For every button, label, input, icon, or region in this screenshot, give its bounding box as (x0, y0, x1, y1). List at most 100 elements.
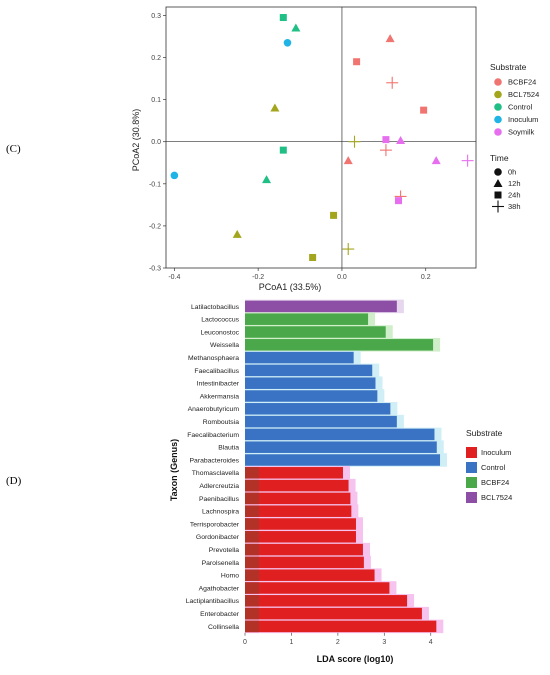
lda-x-tick-label: 1 (289, 639, 293, 646)
lda-bar-inner-band (245, 492, 259, 505)
lda-bar (245, 300, 397, 313)
lda-bar (245, 441, 437, 453)
pcoa-point (309, 253, 317, 261)
pcoa-point (170, 171, 179, 180)
pcoa-point (291, 23, 301, 32)
lda-category-label: Homo (221, 573, 239, 580)
pcoa-point (396, 135, 406, 144)
pcoa-point (386, 76, 399, 89)
lda-category-labels: Latilactobacillus Lactococcus Leuconostoc W… (186, 304, 240, 631)
pcoa-y-axis-title: PCoA2 (30.8%) (131, 109, 141, 172)
lda-bar (245, 415, 397, 428)
lda-bar (245, 518, 356, 530)
pcoa-legend-shape (494, 191, 502, 199)
lda-category-label: Faecalibacillus (194, 368, 239, 375)
pcoa-point (232, 229, 242, 238)
lda-bar (245, 351, 354, 364)
pcoa-point (283, 38, 292, 47)
lda-bar (245, 620, 437, 633)
lda-bar-inner-band (245, 556, 259, 569)
pcoa-point-layer (170, 14, 474, 261)
lda-category-label: Methanosphaera (188, 355, 239, 362)
lda-category-label: Anaerobutyricum (188, 406, 240, 413)
lda-bar (245, 505, 352, 517)
lda-legend-label: Control (481, 463, 506, 472)
pcoa-legend-shape (494, 168, 502, 176)
pcoa-point (279, 14, 287, 22)
pcoa-y-tick-label: 0.0 (151, 139, 161, 146)
pcoa-legend-label: Soymilk (508, 128, 535, 137)
lda-x-tick-label: 3 (382, 639, 386, 646)
lda-bar-inner-band (245, 531, 259, 543)
lda-category-label: Parabacteroides (190, 457, 240, 464)
pcoa-point (279, 146, 287, 154)
pcoa-legend-label: 12h (508, 179, 521, 188)
pcoa-legend-label: Inoculum (508, 115, 538, 124)
lda-category-label: Faecalibacterium (187, 432, 239, 439)
lda-bar (245, 582, 390, 594)
pcoa-scatter-chart: -0.4 -0.2 0.0 0.2 -0.3 -0.2 -0.1 0.0 0.1 0.2 0.3 P… (131, 6, 539, 292)
lda-category-label: Adlercreutzia (199, 483, 239, 490)
lda-category-label: Romboutsia (203, 419, 239, 426)
pcoa-point (395, 197, 402, 205)
lda-category-label: Lachnospira (202, 509, 239, 516)
pcoa-point (461, 154, 474, 167)
panel-label-d: (D) (6, 475, 22, 487)
pcoa-point (348, 135, 361, 148)
lda-x-axis-title: LDA score (log10) (317, 654, 394, 664)
lda-bar-inner-band (245, 595, 259, 607)
lda-bar (245, 326, 386, 338)
lda-category-label: Lactococcus (201, 317, 239, 324)
pcoa-y-tick-label: 0.2 (151, 55, 161, 62)
pcoa-x-tick-label: -0.2 (252, 274, 264, 281)
lda-category-label: Parolsenella (202, 560, 240, 567)
lda-bar-chart: Latilactobacillus Lactococcus Leuconostoc W… (169, 299, 512, 664)
lda-category-label: Agathobacter (199, 585, 240, 592)
pcoa-legend-swatch (494, 128, 502, 136)
pcoa-y-tick-label: -0.3 (149, 266, 161, 273)
pcoa-point (343, 156, 353, 165)
pcoa-point (385, 34, 395, 43)
lda-category-label: Prevotella (209, 547, 239, 554)
lda-bar-inner-band (245, 543, 259, 556)
lda-bar (245, 543, 363, 556)
lda-bar-inner-band (245, 479, 259, 492)
lda-bar (245, 390, 378, 402)
lda-category-label: Enterobacter (200, 611, 240, 618)
pcoa-legend-swatch (494, 78, 502, 86)
lda-bar-inner-band (245, 505, 259, 517)
pcoa-legend-time-title: Time (490, 153, 509, 163)
lda-bar-inner-band (245, 467, 259, 479)
pcoa-x-tick-label: 0.0 (337, 274, 347, 281)
lda-bar (245, 479, 349, 492)
pcoa-legend-label: Control (508, 103, 533, 112)
pcoa-legend-swatch (494, 103, 502, 111)
lda-x-tick-label: 0 (243, 639, 247, 646)
pcoa-x-tick-label: -0.4 (168, 274, 180, 281)
pcoa-y-tick-label: -0.2 (149, 223, 161, 230)
lda-bar (245, 403, 391, 415)
pcoa-legend-label: 24h (508, 191, 521, 200)
lda-bar (245, 467, 343, 479)
pcoa-legend-label: BCL7524 (508, 90, 539, 99)
pcoa-point (420, 106, 428, 114)
pcoa-x-axis-title: PCoA1 (33.5%) (259, 282, 322, 292)
lda-category-label: Paenibacillus (199, 496, 240, 503)
lda-legend-label: Inoculum (481, 448, 511, 457)
lda-bar (245, 607, 422, 620)
lda-bar (245, 569, 375, 581)
lda-bar (245, 313, 369, 325)
lda-bar (245, 454, 441, 466)
lda-legend-swatch (466, 477, 477, 488)
pcoa-legend-swatch (494, 90, 502, 99)
pcoa-y-tick-label: -0.1 (149, 181, 161, 188)
lda-bar-layer (245, 299, 448, 634)
lda-bar (245, 428, 435, 441)
lda-tick-layer: 0 1 2 3 4 (243, 632, 433, 646)
lda-bar (245, 531, 356, 543)
lda-legend-swatch (466, 462, 477, 473)
lda-category-label: Latilactobacillus (191, 304, 240, 311)
lda-x-tick-label: 4 (429, 639, 433, 646)
lda-bar-inner-band (245, 569, 259, 581)
